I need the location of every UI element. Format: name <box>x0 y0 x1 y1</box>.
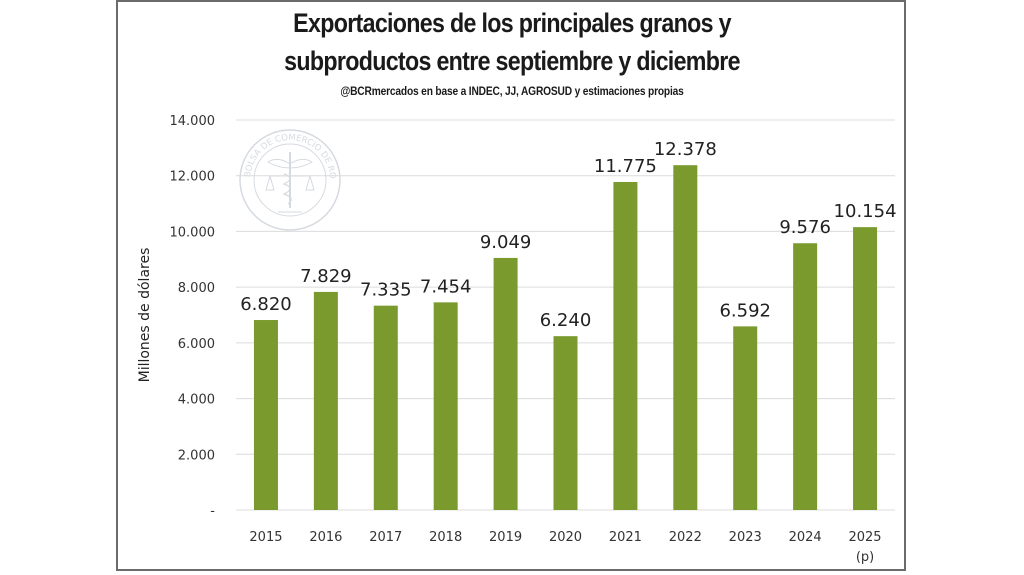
chart-title-line-2: subproductos entre septiembre y diciembr… <box>284 46 740 76</box>
x-tick-label: 2024 <box>789 530 822 545</box>
y-tick-label: 14.000 <box>170 114 216 129</box>
bar-2022 <box>673 165 698 511</box>
y-tick-label: 8.000 <box>178 281 215 296</box>
y-tick-label: - <box>210 504 215 519</box>
data-label-2020: 6.240 <box>540 310 592 331</box>
x-tick-label: 2022 <box>669 530 702 545</box>
bar-2018 <box>433 302 458 510</box>
bar-2017 <box>373 305 398 510</box>
bar-2016 <box>313 291 338 510</box>
data-label-2019: 9.049 <box>480 232 532 253</box>
chart-subtitle: @BCRmercados en base a INDEC, JJ, AGROSU… <box>340 84 684 98</box>
data-label-2025: 10.154 <box>834 201 897 222</box>
data-label-2015: 6.820 <box>240 294 292 315</box>
x-tick-label: 2017 <box>369 530 402 545</box>
data-label-2017: 7.335 <box>360 280 412 301</box>
y-tick-label: 6.000 <box>178 337 215 352</box>
bar-2024 <box>793 243 818 511</box>
bar-2015 <box>253 320 278 510</box>
bar-2019 <box>493 257 518 510</box>
y-tick-label: 2.000 <box>178 448 215 463</box>
x-tick-label: 2025 <box>848 530 881 545</box>
y-tick-label: 12.000 <box>170 170 216 185</box>
data-label-2018: 7.454 <box>420 276 472 297</box>
bolsa-de-comercio-seal-watermark: BOLSA DE COMERCIO DE ROSARIO <box>238 128 341 231</box>
data-label-2023: 6.592 <box>719 300 771 321</box>
bar-2020 <box>553 336 578 510</box>
y-tick-label: 10.000 <box>170 225 216 240</box>
data-label-2022: 12.378 <box>654 139 717 160</box>
data-label-2024: 9.576 <box>779 217 831 238</box>
data-label-2021: 11.775 <box>594 156 657 177</box>
chart-title-line-1: Exportaciones de los principales granos … <box>293 8 731 38</box>
bar-2021 <box>613 181 638 510</box>
x-tick-label: 2021 <box>609 530 642 545</box>
x-tick-label: 2019 <box>489 530 522 545</box>
x-tick-note: (p) <box>856 550 874 565</box>
x-tick-label: 2020 <box>549 530 582 545</box>
x-tick-label: 2016 <box>309 530 342 545</box>
data-label-2016: 7.829 <box>300 266 352 287</box>
x-tick-label: 2023 <box>729 530 762 545</box>
bar-2025 <box>853 227 878 511</box>
bar-2023 <box>733 326 758 510</box>
y-tick-label: 4.000 <box>178 393 215 408</box>
x-tick-label: 2018 <box>429 530 462 545</box>
x-tick-label: 2015 <box>249 530 282 545</box>
